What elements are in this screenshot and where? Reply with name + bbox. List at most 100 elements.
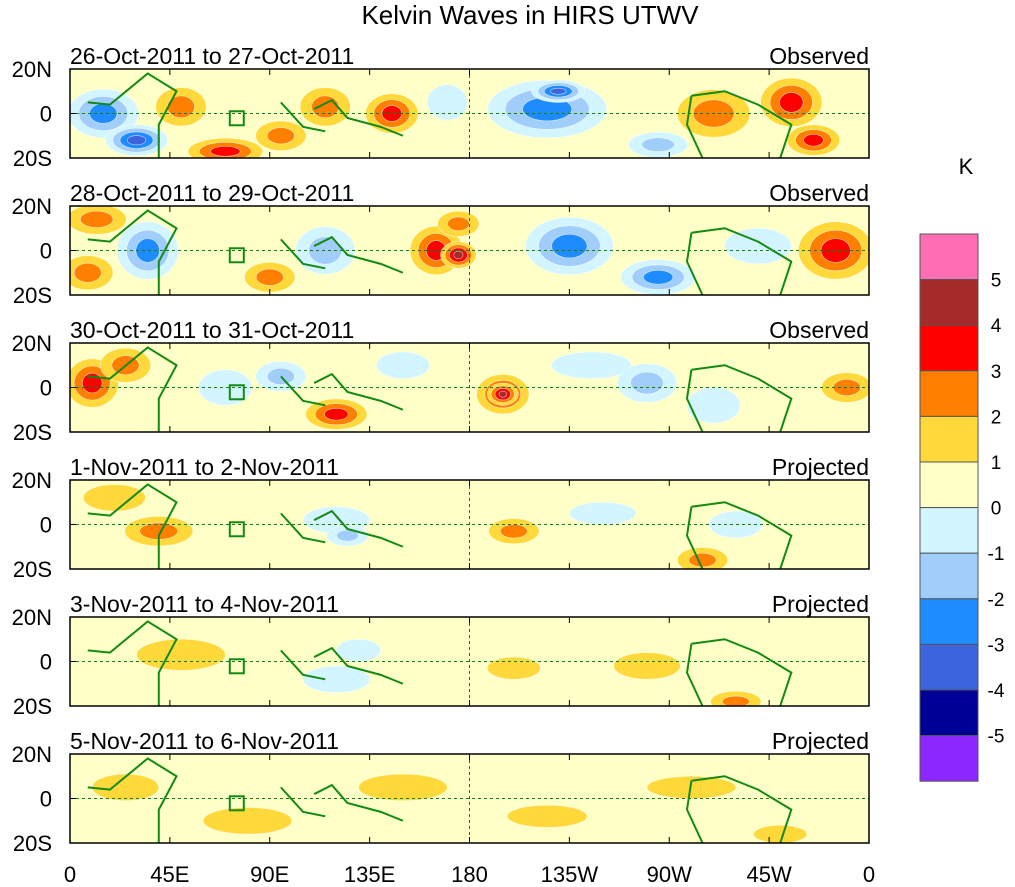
south-america-coastline <box>685 501 793 569</box>
anomaly-contour-2-level--1 <box>302 665 370 693</box>
maritime-continent-coastline <box>280 372 404 411</box>
y-tick-label: 20S <box>13 283 52 308</box>
panel-date-range: 26-Oct-2011 to 27-Oct-2011 <box>70 43 354 69</box>
panel-6: 20N 0 20S 5-Nov-2011 to 6-Nov-2011 Projected <box>12 728 870 856</box>
panel-date-range: 5-Nov-2011 to 6-Nov-2011 <box>70 728 339 754</box>
y-tick-label: 0 <box>40 650 52 675</box>
anomaly-contour-13-level-3 <box>779 92 804 113</box>
region-box-marker <box>228 110 245 127</box>
x-tick-label: 0 <box>863 862 875 887</box>
y-tick-label: 20N <box>12 605 52 630</box>
anomaly-contour-5-level-2 <box>499 524 528 539</box>
y-tick-label: 20N <box>12 742 52 767</box>
anomaly-contour-3-level--1 <box>336 638 382 662</box>
anomaly-contour-8-level-4 <box>498 390 507 398</box>
anomaly-contour-4-level-3 <box>210 146 241 157</box>
anomaly-contour-3-level--3 <box>135 238 160 263</box>
colorbar-swatch <box>919 233 979 281</box>
panel-kind-label: Observed <box>769 317 869 343</box>
colorbar-label: -3 <box>988 635 1005 656</box>
anomaly-contour-12-level--2 <box>641 137 675 152</box>
y-tick-label: 0 <box>40 787 52 812</box>
maritime-continent-coastline <box>280 235 404 274</box>
panel-date-range: 3-Nov-2011 to 4-Nov-2011 <box>70 591 339 617</box>
anomaly-contour-14-level-3 <box>803 133 824 147</box>
africa-coastline <box>87 346 178 432</box>
colorbar-label: -1 <box>988 544 1005 565</box>
colorbar-swatch <box>919 598 979 645</box>
panel-3: 20N 0 20S 30-Oct-2011 to 31-Oct-2011 Observe… <box>12 317 870 445</box>
colorbar-swatch <box>919 370 979 417</box>
south-america-coastline <box>685 364 793 432</box>
colorbar-swatch <box>919 324 979 372</box>
anomaly-contour-9-level--3 <box>551 233 588 259</box>
africa-coastline <box>87 209 178 295</box>
y-tick-label: 20S <box>13 694 52 719</box>
anomaly-contour-8-level-2 <box>447 216 470 231</box>
anomaly-contour-6-level--1 <box>569 501 637 525</box>
x-tick-label: 135W <box>541 862 599 887</box>
panel-group: 20N 0 20S 26-Oct-2011 to 27-Oct-2011 Observe… <box>12 43 870 856</box>
panel-date-range: 28-Oct-2011 to 29-Oct-2011 <box>70 180 354 206</box>
panel-1: 20N 0 20S 26-Oct-2011 to 27-Oct-2011 Observe… <box>12 43 870 171</box>
x-tick-label: 90W <box>647 862 692 887</box>
colorbar-units-label: K <box>959 154 974 179</box>
colorbar: K 5 4 3 2 1 0 -1 -2 -3 -4 -5 <box>919 154 1005 782</box>
anomaly-contour-6-level-2 <box>311 95 340 119</box>
colorbar-swatch <box>919 507 979 554</box>
panel-date-range: 1-Nov-2011 to 2-Nov-2011 <box>70 454 339 480</box>
colorbar-label: -5 <box>988 727 1005 748</box>
anomaly-contour-8-level--1 <box>427 84 468 121</box>
region-box-marker <box>228 795 245 812</box>
africa-coastline <box>87 483 178 569</box>
region-box-marker <box>228 384 245 401</box>
anomaly-contour-5-level-2 <box>266 127 295 145</box>
y-tick-label: 20S <box>13 420 52 445</box>
panel-date-range: 30-Oct-2011 to 31-Oct-2011 <box>70 317 354 343</box>
colorbar-swatch <box>919 735 979 782</box>
anomaly-contour-7-level-4 <box>453 250 464 260</box>
region-box-marker <box>228 521 245 538</box>
anomaly-field <box>70 77 841 158</box>
colorbar-label: -4 <box>988 681 1005 702</box>
region-box-marker <box>228 658 245 675</box>
x-tick-label: 45E <box>150 862 189 887</box>
colorbar-swatch <box>919 689 979 737</box>
region-box-marker <box>228 247 245 264</box>
y-tick-label: 20N <box>12 57 52 82</box>
anomaly-field <box>91 773 808 843</box>
y-tick-label: 0 <box>40 239 52 264</box>
maritime-continent-coastline <box>280 646 404 685</box>
panel-kind-label: Observed <box>769 43 869 69</box>
coastline-group <box>87 346 793 432</box>
anomaly-contour-1-level-1 <box>136 638 226 671</box>
colorbar-swatch <box>919 415 979 463</box>
x-tick-label: 180 <box>451 862 488 887</box>
anomaly-contour-4-level-1 <box>506 804 588 828</box>
coastline-group <box>87 483 793 569</box>
anomaly-contour-4-level--2 <box>336 529 359 542</box>
anomaly-contour-2-level--4 <box>127 135 147 146</box>
coastline-group <box>87 72 793 158</box>
panel-5: 20N 0 20S 3-Nov-2011 to 4-Nov-2011 Projected <box>12 591 870 719</box>
y-tick-label: 0 <box>40 376 52 401</box>
coastline-group <box>87 757 793 843</box>
y-tick-label: 20N <box>12 331 52 356</box>
panel-kind-label: Observed <box>769 180 869 206</box>
maritime-continent-coastline <box>280 98 404 137</box>
africa-coastline <box>87 72 178 158</box>
colorbar-label: 4 <box>991 316 1002 337</box>
panel-kind-label: Projected <box>772 728 869 754</box>
anomaly-field <box>70 347 869 430</box>
anomaly-contour-6-level--1 <box>375 351 430 379</box>
anomaly-contour-2-level-1 <box>202 807 293 835</box>
panel-kind-label: Projected <box>772 454 869 480</box>
x-tick-label: 0 <box>64 862 76 887</box>
y-tick-label: 20S <box>13 557 52 582</box>
anomaly-contour-3-level-1 <box>358 773 448 802</box>
south-america-coastline <box>685 775 793 843</box>
africa-coastline <box>87 620 178 706</box>
y-tick-label: 20N <box>12 194 52 219</box>
colorbar-label: 0 <box>991 499 1002 520</box>
